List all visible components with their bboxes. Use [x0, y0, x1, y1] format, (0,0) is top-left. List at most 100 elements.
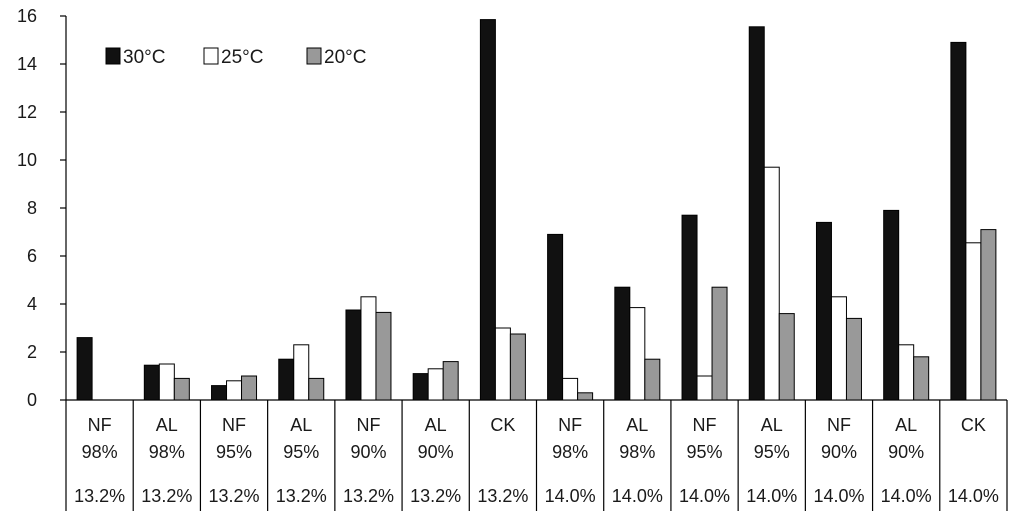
bar-20Cc: [845, 317, 862, 401]
category-label-rh: 98%: [149, 442, 185, 462]
category-label-treatment: NF: [222, 415, 246, 435]
category-label-rh: 90%: [821, 442, 857, 462]
category-label-moisture: 13.2%: [74, 486, 125, 506]
bar-30Cc: [815, 221, 832, 401]
category-label-treatment: AL: [626, 415, 648, 435]
bar-20Cc: [375, 311, 392, 401]
y-tick-label: 4: [27, 294, 37, 314]
category-label-treatment: AL: [425, 415, 447, 435]
y-tick-label: 12: [17, 102, 37, 122]
bar-30Cc: [143, 364, 160, 401]
y-axis: 0 2 4 6 8 10 12 14 16: [17, 6, 67, 410]
category-label-moisture: 13.2%: [477, 486, 528, 506]
y-tick-label: 2: [27, 342, 37, 362]
bar-30Cc: [76, 337, 93, 401]
category-label-treatment: NF: [88, 415, 112, 435]
category-label-treatment: AL: [895, 415, 917, 435]
bar-20Cc: [644, 358, 661, 401]
category-label-treatment: NF: [558, 415, 582, 435]
category-label-moisture: 14.0%: [545, 486, 596, 506]
category-label-moisture: 14.0%: [948, 486, 999, 506]
legend-label: 25°C: [221, 47, 263, 68]
category-label-moisture: 14.0%: [881, 486, 932, 506]
bar-25Cc: [427, 368, 444, 401]
bar-20Cc: [442, 361, 459, 401]
category-label-treatment: AL: [761, 415, 783, 435]
y-tick-label: 14: [17, 54, 37, 74]
bar-25Cc: [158, 363, 175, 401]
category-label-rh: 90%: [350, 442, 386, 462]
bar-30Cc: [547, 233, 564, 401]
bar-30Cc: [748, 26, 765, 401]
bar-30Cc: [278, 358, 295, 401]
bar-20Cc: [778, 313, 795, 401]
category-label-treatment: AL: [156, 415, 178, 435]
category-label-treatment: CK: [961, 415, 986, 435]
bar-20Cc: [980, 229, 997, 401]
y-tick-label: 0: [27, 390, 37, 410]
category-label-moisture: 14.0%: [813, 486, 864, 506]
legend-swatch: [203, 47, 219, 65]
bar-30Cc: [681, 214, 698, 401]
category-label-treatment: NF: [827, 415, 851, 435]
bar-25Cc: [965, 242, 982, 401]
category-label-moisture: 14.0%: [679, 486, 730, 506]
y-tick-label: 16: [17, 6, 37, 26]
bar-20Cc: [173, 377, 190, 401]
bar-20Cc: [577, 392, 594, 401]
bar-25Cc: [293, 344, 310, 401]
category-label-moisture: 14.0%: [746, 486, 797, 506]
bar-30Cc: [211, 385, 228, 401]
legend-label: 30°C: [123, 47, 165, 68]
legend-swatch: [306, 47, 322, 65]
category-label-treatment: CK: [490, 415, 515, 435]
category-label-rh: 98%: [552, 442, 588, 462]
bar-25Cc: [226, 380, 243, 401]
category-label-rh: 95%: [687, 442, 723, 462]
bar-20Cc: [308, 377, 325, 401]
bar-25Cc: [763, 166, 780, 401]
category-label-rh: 90%: [418, 442, 454, 462]
category-label-moisture: 13.2%: [276, 486, 327, 506]
bar-20Cc: [509, 333, 526, 401]
category-label-moisture: 13.2%: [343, 486, 394, 506]
bar-25Cc: [696, 375, 713, 401]
bar-30Cc: [614, 286, 631, 401]
bar-25Cc: [830, 296, 847, 401]
category-label-rh: 95%: [216, 442, 252, 462]
legend: 30°C 25°C 20°C: [105, 47, 366, 68]
bar-25Cc: [494, 327, 511, 401]
bar-30Cc: [883, 209, 900, 401]
y-tick-label: 6: [27, 246, 37, 266]
bar-30Cc: [479, 19, 496, 401]
category-label-moisture: 13.2%: [410, 486, 461, 506]
bars: [76, 19, 997, 401]
x-axis: NF 98% 13.2% AL 98% 13.2% NF 95% 13.2% AL 95% 13.2%…: [65, 399, 1008, 511]
category-label-rh: 95%: [754, 442, 790, 462]
category-label-rh: 95%: [283, 442, 319, 462]
bar-20Cc: [241, 375, 258, 401]
y-tick-label: 10: [17, 150, 37, 170]
category-label-moisture: 13.2%: [141, 486, 192, 506]
category-label-rh: 90%: [888, 442, 924, 462]
bar-20Cc: [913, 356, 930, 401]
bar-25Cc: [360, 296, 377, 401]
bar-30Cc: [950, 41, 967, 401]
category-label-treatment: AL: [290, 415, 312, 435]
bar-30Cc: [412, 373, 429, 401]
category-label-treatment: NF: [356, 415, 380, 435]
bar-25Cc: [629, 307, 646, 401]
legend-swatch: [105, 47, 121, 65]
bar-30Cc: [345, 309, 362, 401]
bar-20Cc: [711, 286, 728, 401]
bar-25Cc: [898, 344, 915, 401]
legend-label: 20°C: [324, 47, 366, 68]
category-label-moisture: 14.0%: [612, 486, 663, 506]
category-label-rh: 98%: [619, 442, 655, 462]
y-tick-label: 8: [27, 198, 37, 218]
bar-25Cc: [562, 377, 579, 401]
category-label-rh: 98%: [82, 442, 118, 462]
category-label-treatment: NF: [693, 415, 717, 435]
category-label-moisture: 13.2%: [209, 486, 260, 506]
